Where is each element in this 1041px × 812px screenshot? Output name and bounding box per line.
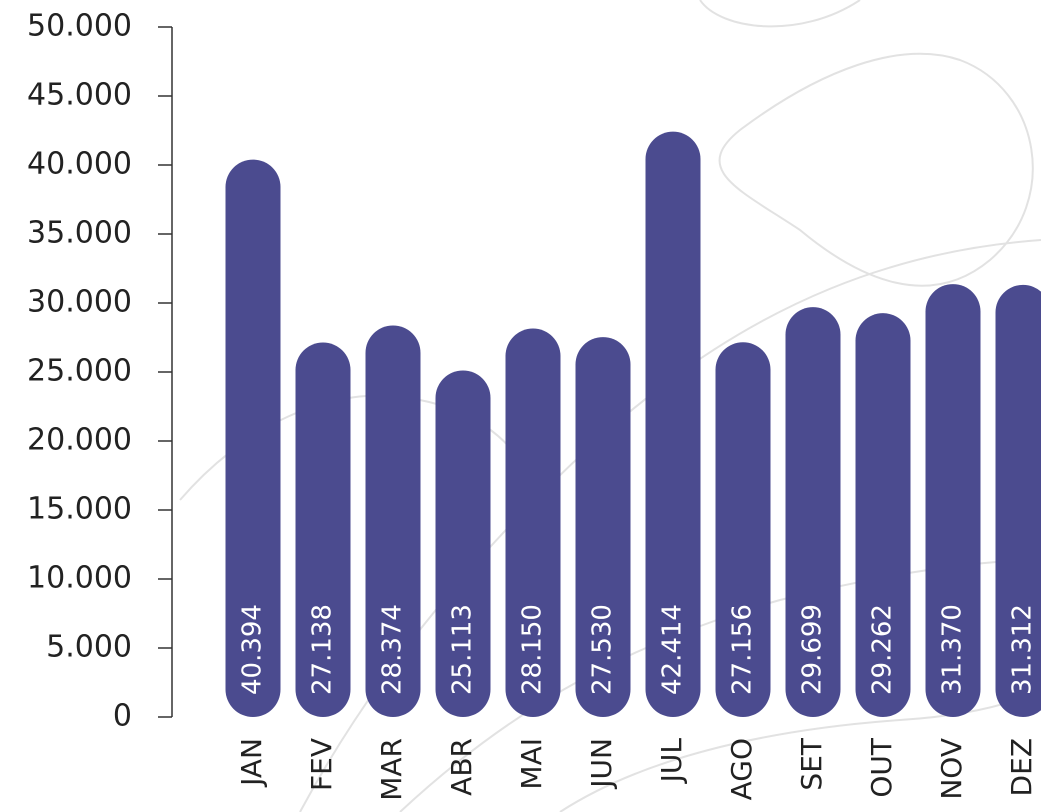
y-tick-label: 50.000 [27, 9, 132, 44]
y-tick-label: 5.000 [46, 630, 132, 665]
x-tick-label: OUT [865, 737, 898, 798]
y-tick-label: 0 [113, 699, 132, 734]
value-label: 27.156 [728, 604, 758, 695]
bar [715, 342, 771, 717]
y-tick-label: 10.000 [27, 561, 132, 596]
bar [435, 370, 491, 717]
value-label: 42.414 [658, 604, 688, 695]
y-tick-label: 40.000 [27, 147, 132, 182]
x-tick-label: DEZ [1005, 738, 1038, 796]
value-label: 40.394 [238, 604, 268, 695]
bar [295, 342, 351, 717]
y-tick-label: 15.000 [27, 492, 132, 527]
x-tick-label: NOV [935, 738, 968, 800]
x-tick-label: AGO [725, 738, 758, 800]
x-tick-label: SET [795, 737, 828, 790]
value-label: 31.370 [938, 604, 968, 695]
bar [785, 307, 841, 717]
y-tick-label: 25.000 [27, 354, 132, 389]
value-label: 27.530 [588, 604, 618, 695]
bar [995, 284, 1041, 717]
x-tick-label: MAI [515, 738, 548, 790]
value-label: 29.262 [868, 604, 898, 695]
bar [225, 159, 281, 717]
bar [645, 131, 701, 718]
x-tick-label: JUN [585, 738, 618, 790]
value-label: 29.699 [798, 604, 828, 695]
x-tick-label: JUL [655, 738, 688, 785]
y-tick-label: 35.000 [27, 216, 132, 251]
value-label: 25.113 [448, 604, 478, 695]
bar [855, 313, 911, 717]
value-label: 28.150 [518, 604, 548, 695]
x-tick-label: ABR [445, 738, 478, 796]
bar [365, 325, 421, 717]
x-tick-label: FEV [305, 738, 338, 791]
y-tick-label: 30.000 [27, 285, 132, 320]
y-tick-label: 45.000 [27, 78, 132, 113]
x-tick-label: JAN [235, 738, 268, 788]
value-label: 27.138 [308, 604, 338, 695]
bar [575, 337, 631, 717]
bar [505, 328, 561, 717]
value-label: 31.312 [1008, 604, 1038, 695]
bar [925, 284, 981, 717]
y-tick-label: 20.000 [27, 423, 132, 458]
x-tick-label: MAR [375, 738, 408, 801]
value-label: 28.374 [378, 604, 408, 695]
